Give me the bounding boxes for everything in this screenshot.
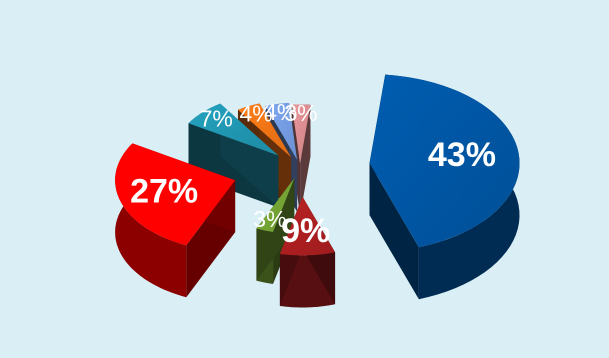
slice-top-face xyxy=(256,178,295,232)
pie-slice-1 xyxy=(369,74,520,300)
slice-top-face xyxy=(265,103,298,160)
slice-label-4: 27% xyxy=(130,172,198,210)
slice-label-3: 3% xyxy=(253,206,286,232)
slice-label-2: 9% xyxy=(281,212,330,250)
slice-top-face xyxy=(369,74,520,248)
slice-label-1: 43% xyxy=(428,136,496,174)
slice-label-7: 4% xyxy=(264,99,297,125)
pie-slice-4 xyxy=(115,143,236,298)
pie-slice-5 xyxy=(188,103,279,208)
slice-top-face xyxy=(188,103,279,156)
slice-cut-face xyxy=(369,163,419,300)
slice-cut-face xyxy=(256,178,295,281)
slice-top-face xyxy=(291,104,311,164)
slice-top-face xyxy=(279,196,336,256)
pie-slice-8 xyxy=(291,104,311,216)
slice-cut-face xyxy=(300,104,311,216)
slice-label-5: 7% xyxy=(200,105,233,131)
pie-slice-2 xyxy=(279,196,336,308)
slice-top-face xyxy=(237,103,292,158)
slice-label-8: 3% xyxy=(284,100,317,126)
slice-label-6: 4% xyxy=(239,100,272,126)
slice-top-face xyxy=(115,143,236,246)
slice-side-wall xyxy=(115,143,187,298)
pie-slice-3 xyxy=(256,178,295,284)
